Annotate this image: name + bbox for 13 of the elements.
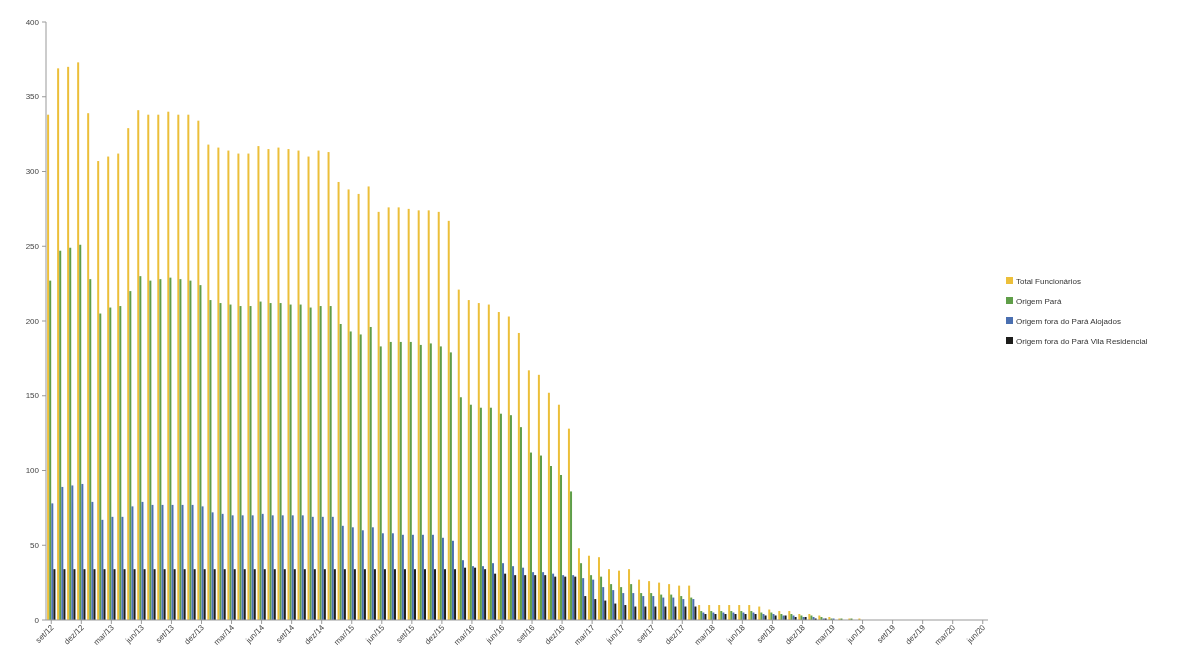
y-tick-label: 200	[25, 316, 40, 326]
y-tick-label: 50	[30, 540, 40, 550]
legend-label: Origem fora do Pará Vila Residencial	[1016, 336, 1148, 346]
y-tick-label: 400	[25, 17, 40, 27]
y-tick-label: 150	[25, 391, 40, 401]
y-tick-label: 100	[25, 466, 40, 476]
legend-label: Origem fora do Pará Alojados	[1016, 316, 1121, 326]
legend-label: Total Funcionários	[1016, 276, 1081, 286]
y-tick-label: 350	[25, 92, 40, 102]
y-tick-label: 0	[34, 615, 40, 625]
y-tick-label: 250	[25, 241, 40, 251]
legend-label: Origem Pará	[1016, 296, 1062, 306]
y-tick-label: 300	[25, 167, 40, 177]
